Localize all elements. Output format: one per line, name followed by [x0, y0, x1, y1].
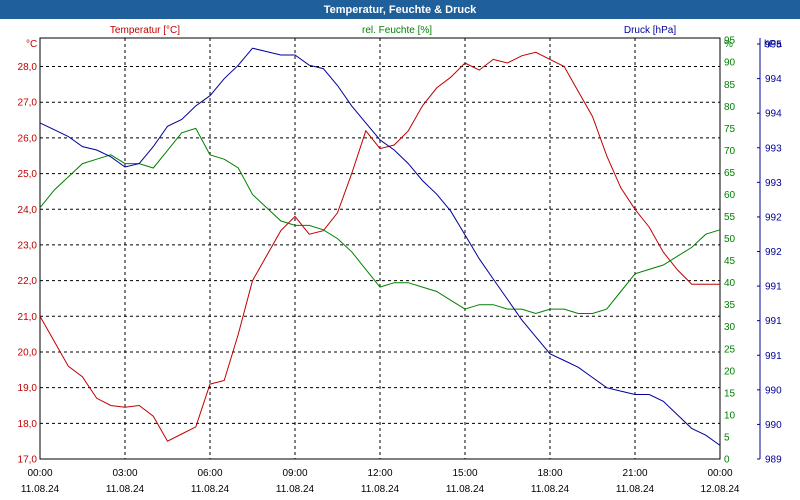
x-tick-date: 11.08.24: [191, 484, 230, 495]
window-title: Temperatur, Feuchte & Druck: [0, 0, 800, 19]
temperature-tick: 28,0: [18, 62, 38, 73]
x-tick-time: 00:00: [27, 468, 52, 479]
humidity-tick: 15: [724, 388, 736, 399]
humidity-axis-title: rel. Feuchte [%]: [362, 25, 432, 36]
pressure-tick: 991: [765, 282, 782, 293]
temperature-unit: °C: [26, 39, 37, 50]
temperature-tick: 19,0: [18, 383, 38, 394]
temperature-tick: 23,0: [18, 240, 38, 251]
pressure-series-line: [39, 47, 721, 446]
pressure-tick: 991: [765, 351, 782, 362]
temperature-tick: 21,0: [18, 312, 38, 323]
temperature-tick: 24,0: [18, 205, 38, 216]
temperature-tick: 18,0: [18, 419, 38, 430]
x-tick-time: 18:00: [537, 468, 562, 479]
pressure-tick: 989: [765, 455, 782, 466]
pressure-tick: 990: [765, 420, 782, 431]
plot-frame: [39, 37, 721, 460]
humidity-tick: 5: [724, 432, 730, 443]
humidity-tick: 80: [724, 102, 736, 113]
pressure-tick: 993: [765, 143, 782, 154]
temperature-tick: 17,0: [18, 455, 38, 466]
temperature-tick: 20,0: [18, 347, 38, 358]
humidity-tick: 45: [724, 256, 736, 267]
series-lines: [39, 47, 721, 446]
humidity-tick: 40: [724, 278, 736, 289]
humidity-tick: 35: [724, 300, 736, 311]
humidity-tick: 65: [724, 168, 736, 179]
grid: [40, 38, 720, 459]
humidity-tick: 30: [724, 322, 736, 333]
pressure-axis-title: Druck [hPa]: [624, 25, 676, 36]
humidity-tick: 95: [724, 36, 736, 47]
temperature-series-line: [39, 51, 720, 442]
humidity-series-line: [39, 127, 721, 315]
x-tick-date: 11.08.24: [276, 484, 315, 495]
pressure-tick: 994: [765, 74, 782, 85]
x-tick-time: 12:00: [367, 468, 392, 479]
pressure-unit: hPa: [764, 39, 782, 50]
humidity-tick: 10: [724, 410, 736, 421]
x-tick-date: 11.08.24: [616, 484, 655, 495]
pressure-tick: 994: [765, 109, 782, 120]
x-tick-time: 06:00: [197, 468, 222, 479]
x-tick-time: 21:00: [622, 468, 647, 479]
pressure-tick: 992: [765, 247, 782, 258]
x-tick-date: 12.08.24: [701, 484, 740, 495]
x-tick-time: 15:00: [452, 468, 477, 479]
temperature-axis-title: Temperatur [°C]: [110, 25, 180, 36]
humidity-tick: 60: [724, 190, 736, 201]
temperature-tick: 26,0: [18, 133, 38, 144]
x-tick-date: 11.08.24: [531, 484, 570, 495]
pressure-tick: 992: [765, 212, 782, 223]
humidity-tick: 85: [724, 80, 736, 91]
humidity-tick: 50: [724, 234, 736, 245]
humidity-unit: %: [724, 39, 733, 50]
x-tick-date: 11.08.24: [106, 484, 145, 495]
humidity-tick: 75: [724, 124, 736, 135]
x-tick-time: 03:00: [112, 468, 137, 479]
humidity-tick: 20: [724, 366, 736, 377]
temperature-tick: 22,0: [18, 276, 38, 287]
x-tick-date: 11.08.24: [361, 484, 400, 495]
humidity-tick: 25: [724, 344, 736, 355]
humidity-tick: 0: [724, 455, 730, 466]
x-tick-date: 11.08.24: [21, 484, 60, 495]
x-tick-date: 11.08.24: [446, 484, 485, 495]
temperature-tick: 27,0: [18, 98, 38, 109]
x-tick-time: 09:00: [282, 468, 307, 479]
x-tick-time: 00:00: [707, 468, 732, 479]
pressure-tick: 990: [765, 385, 782, 396]
pressure-tick: 993: [765, 178, 782, 189]
tick-labels: 00:00 11.08.24 03:00 11.08.24 06:00 11.08.24 0…: [18, 36, 783, 495]
humidity-tick: 55: [724, 212, 736, 223]
temperature-tick: 25,0: [18, 169, 38, 180]
pressure-tick: 995: [765, 40, 782, 51]
pressure-tick: 991: [765, 316, 782, 327]
humidity-tick: 90: [724, 58, 736, 69]
humidity-tick: 70: [724, 146, 736, 157]
